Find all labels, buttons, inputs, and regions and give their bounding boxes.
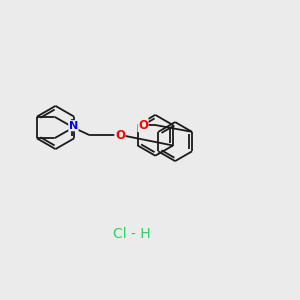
Text: O: O	[115, 129, 125, 142]
Text: N: N	[69, 121, 78, 131]
Text: O: O	[138, 118, 148, 132]
Text: Cl - H: Cl - H	[113, 227, 151, 241]
